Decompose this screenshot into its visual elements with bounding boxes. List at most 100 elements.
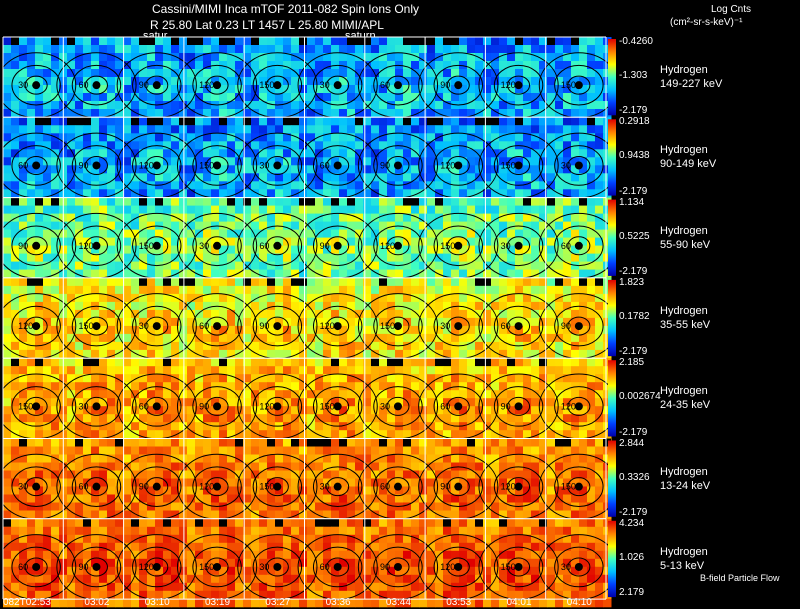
heatmap-cell bbox=[267, 141, 276, 150]
heatmap-cell bbox=[563, 277, 572, 287]
heatmap-cell bbox=[3, 149, 12, 158]
heatmap-cell bbox=[475, 221, 484, 231]
heatmap-cell bbox=[379, 229, 388, 239]
heatmap-cell bbox=[131, 133, 140, 142]
heatmap-cell bbox=[11, 141, 20, 150]
heatmap-cell bbox=[411, 93, 420, 102]
heatmap-cell bbox=[131, 261, 140, 271]
heatmap-cell bbox=[19, 269, 28, 279]
heatmap-cell bbox=[275, 165, 284, 174]
heatmap-cell bbox=[363, 133, 372, 142]
heatmap-cell bbox=[139, 133, 148, 142]
heatmap-cell bbox=[147, 285, 156, 295]
heatmap-cell bbox=[507, 93, 516, 102]
heatmap-cell bbox=[387, 366, 396, 375]
heatmap-cell bbox=[275, 205, 284, 215]
heatmap-cell bbox=[251, 406, 260, 415]
heatmap-cell bbox=[323, 285, 332, 295]
heatmap-cell bbox=[595, 221, 604, 231]
heatmap-cell bbox=[83, 37, 92, 46]
heatmap-cell bbox=[187, 69, 196, 78]
heatmap-cell bbox=[451, 406, 460, 415]
contour-label: 120 bbox=[440, 160, 455, 170]
heatmap-cell bbox=[291, 382, 300, 391]
heatmap-cell bbox=[603, 125, 612, 134]
contour-line bbox=[71, 225, 122, 267]
heatmap-cell bbox=[147, 366, 156, 375]
heatmap-cell bbox=[251, 61, 260, 70]
contour-line bbox=[71, 305, 122, 347]
heatmap-cell bbox=[131, 301, 140, 311]
heatmap-cell bbox=[243, 349, 252, 359]
heatmap-cell bbox=[379, 446, 388, 455]
heatmap-cell bbox=[419, 229, 428, 239]
saturn-marker bbox=[393, 322, 402, 331]
heatmap-cell bbox=[179, 454, 188, 463]
heatmap-cell bbox=[443, 462, 452, 471]
heatmap-cell bbox=[155, 349, 164, 359]
heatmap-cell bbox=[379, 85, 388, 94]
heatmap-cell bbox=[603, 253, 612, 263]
heatmap-cell bbox=[315, 229, 324, 239]
heatmap-cell bbox=[147, 454, 156, 463]
heatmap-cell bbox=[3, 285, 12, 295]
heatmap-cell bbox=[419, 109, 428, 118]
heatmap-cell bbox=[523, 221, 532, 231]
heatmap-cell bbox=[395, 478, 404, 487]
heatmap-cell bbox=[235, 189, 244, 198]
heatmap-cell bbox=[315, 181, 324, 190]
heatmap-cell bbox=[515, 470, 524, 479]
heatmap-cell bbox=[99, 93, 108, 102]
heatmap-cell bbox=[371, 197, 380, 207]
heatmap-cell bbox=[267, 221, 276, 231]
heatmap-cell bbox=[99, 53, 108, 62]
heatmap-cell bbox=[3, 205, 12, 215]
heatmap-cell bbox=[451, 269, 460, 279]
heatmap-cell bbox=[179, 446, 188, 455]
heatmap-cell bbox=[283, 141, 292, 150]
heatmap-cell bbox=[35, 309, 44, 319]
heatmap-cell bbox=[531, 37, 540, 46]
heatmap-cell bbox=[587, 406, 596, 415]
heatmap-cell bbox=[363, 245, 372, 255]
heatmap-cell bbox=[563, 37, 572, 46]
heatmap-cell bbox=[451, 237, 460, 247]
heatmap-cell bbox=[179, 358, 188, 367]
heatmap-cell bbox=[147, 173, 156, 182]
heatmap-cell bbox=[363, 165, 372, 174]
heatmap-cell bbox=[235, 165, 244, 174]
heatmap-cell bbox=[459, 37, 468, 46]
heatmap-cell bbox=[507, 197, 516, 207]
heatmap-cell bbox=[195, 462, 204, 471]
heatmap-cell bbox=[227, 181, 236, 190]
heatmap-cell bbox=[315, 165, 324, 174]
heatmap-cell bbox=[547, 125, 556, 134]
heatmap-cell bbox=[491, 366, 500, 375]
heatmap-cell bbox=[195, 85, 204, 94]
heatmap-cell bbox=[563, 317, 572, 327]
heatmap-cell bbox=[83, 93, 92, 102]
heatmap-cell bbox=[211, 37, 220, 46]
heatmap-cell bbox=[219, 470, 228, 479]
heatmap-cell bbox=[131, 277, 140, 287]
heatmap-cell bbox=[603, 85, 612, 94]
heatmap-cell bbox=[539, 277, 548, 287]
heatmap-cell bbox=[123, 470, 132, 479]
heatmap-cell bbox=[83, 173, 92, 182]
heatmap-cell bbox=[339, 221, 348, 231]
heatmap-cell bbox=[155, 229, 164, 239]
heatmap-cell bbox=[419, 221, 428, 231]
heatmap-cell bbox=[595, 406, 604, 415]
heatmap-cell bbox=[291, 366, 300, 375]
heatmap-cell bbox=[523, 430, 532, 439]
heatmap-cell bbox=[531, 253, 540, 263]
heatmap-cell bbox=[267, 165, 276, 174]
heatmap-cell bbox=[371, 285, 380, 295]
heatmap-cell bbox=[523, 101, 532, 110]
heatmap-cell bbox=[515, 213, 524, 223]
heatmap-cell bbox=[339, 45, 348, 54]
heatmap-cell bbox=[323, 414, 332, 423]
heatmap-cell bbox=[403, 446, 412, 455]
heatmap-cell bbox=[123, 269, 132, 279]
heatmap-cell bbox=[267, 341, 276, 351]
